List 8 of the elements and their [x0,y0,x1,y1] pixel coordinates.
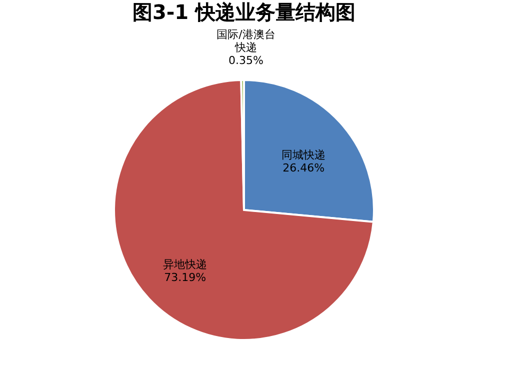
chart-title: 图3-1 快递业务量结构图 [132,0,356,24]
slice-label: 异地快递 [163,258,208,271]
pie-slice [113,79,374,341]
slice-label: 国际/港澳台快递 [216,28,276,54]
slice-label: 同城快递 [282,148,326,162]
data-label: 26.46% [282,162,325,175]
data-label: 0.35% [228,54,264,68]
data-label: 73.19% [164,270,206,284]
